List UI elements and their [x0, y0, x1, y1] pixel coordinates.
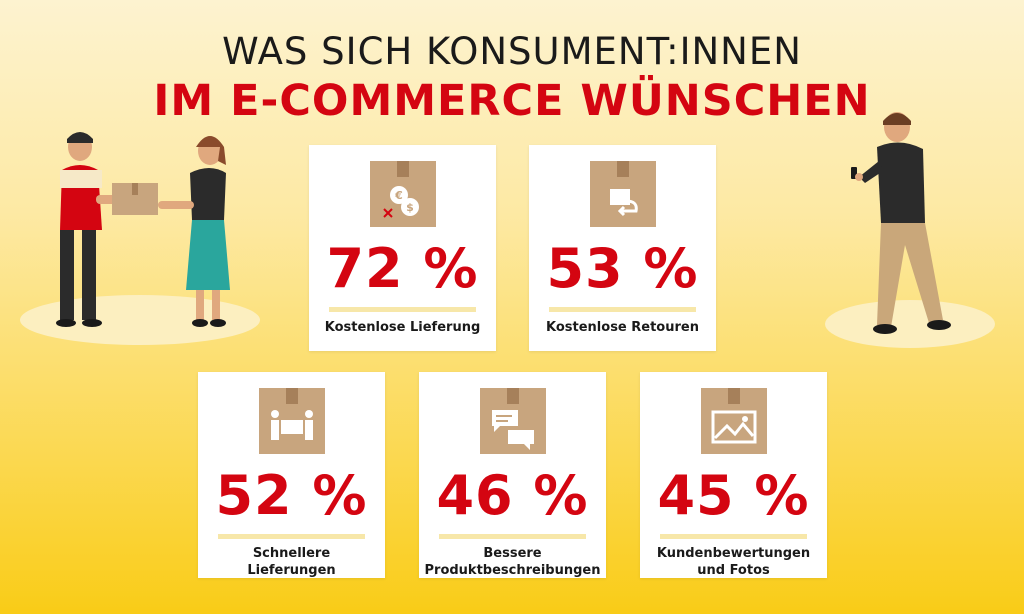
return-box-icon — [590, 161, 656, 227]
divider — [329, 307, 476, 312]
stat-card-free-delivery: € $ 72 % Kostenlose Lieferung — [309, 145, 496, 351]
svg-text:€: € — [394, 189, 403, 202]
stat-label: Schnellere Lieferungen — [198, 545, 385, 579]
divider — [549, 307, 696, 312]
percent-value: 72 % — [326, 237, 479, 300]
divider — [439, 534, 586, 539]
percent-value: 53 % — [546, 237, 699, 300]
stat-label-line2: Produktbeschreibungen — [424, 563, 601, 578]
stat-label-line1: Bessere — [483, 546, 542, 561]
headline-line1: WAS SICH KONSUMENT:INNEN — [222, 30, 802, 73]
stat-label: Kostenlose Lieferung — [324, 320, 481, 335]
stat-label: Kostenlose Retouren — [546, 320, 699, 335]
chat-box-icon — [480, 388, 546, 454]
shopper-illustration — [825, 105, 1005, 355]
stat-label-line1: Schnellere — [252, 546, 331, 561]
headline-line2: IM E-COMMERCE WÜNSCHEN — [153, 76, 871, 126]
percent-value: 46 % — [436, 464, 589, 527]
percent-value: 45 % — [657, 464, 810, 527]
stat-label-line2: und Fotos — [697, 563, 770, 578]
stat-label: Bessere Produktbeschreibungen — [419, 545, 606, 579]
stat-label-line2: Lieferungen — [247, 563, 336, 578]
divider — [218, 534, 365, 539]
stat-label: Kundenbewertungen und Fotos — [640, 545, 827, 579]
divider — [660, 534, 807, 539]
percent-value: 52 % — [215, 464, 368, 527]
stat-card-free-returns: 53 % Kostenlose Retouren — [529, 145, 716, 351]
delivery-illustration — [20, 125, 270, 350]
stat-card-reviews-photos: 45 % Kundenbewertungen und Fotos — [640, 372, 827, 578]
carry-box-icon — [259, 388, 325, 454]
photo-box-icon — [701, 388, 767, 454]
money-box-icon: € $ — [370, 161, 436, 227]
svg-text:$: $ — [406, 201, 414, 214]
stat-card-faster-delivery: 52 % Schnellere Lieferungen — [198, 372, 385, 578]
stat-label-line1: Kundenbewertungen — [656, 546, 811, 561]
stat-card-product-descriptions: 46 % Bessere Produktbeschreibungen — [419, 372, 606, 578]
